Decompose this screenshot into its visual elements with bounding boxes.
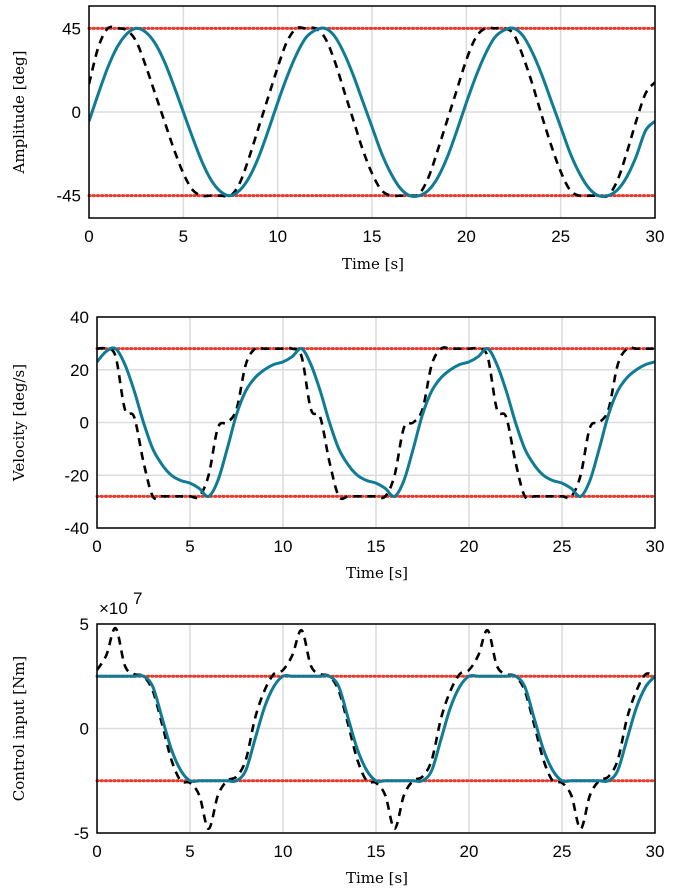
y-tick-label: 20: [70, 361, 89, 380]
series-line-solid: [89, 26, 655, 198]
x-axis-label: Time [s]: [346, 869, 408, 887]
y-tick-label: 45: [62, 19, 81, 38]
y-tick-label: 40: [70, 308, 89, 327]
x-tick-label: 20: [460, 842, 479, 861]
y-tick-label: -45: [56, 187, 81, 206]
y-tick-label: -20: [64, 466, 89, 485]
x-axis-label: Time [s]: [342, 255, 404, 273]
x-tick-label: 25: [551, 227, 570, 246]
series-group: [89, 25, 655, 199]
x-tick-label: 20: [460, 537, 479, 556]
y-axis-label: Amplitude [deg]: [10, 51, 28, 175]
series-group: [97, 626, 655, 831]
series-line-dashed: [89, 25, 655, 199]
y-tick-label: 0: [80, 414, 89, 433]
y-exponent-label: ×10: [99, 599, 128, 618]
x-tick-label: 30: [646, 537, 665, 556]
axes-frame: [88, 5, 656, 219]
y-axis-label: Control input [Nm]: [10, 656, 28, 802]
x-tick-label: 10: [268, 227, 287, 246]
series-line-dashed: [97, 626, 655, 831]
x-tick-label: 0: [92, 842, 101, 861]
x-tick-label: 0: [92, 537, 101, 556]
axes-frame: [96, 316, 656, 529]
x-tick-label: 15: [367, 842, 386, 861]
y-tick-label: 0: [72, 103, 81, 122]
x-tick-label: 5: [185, 842, 194, 861]
axes-frame: [96, 623, 656, 834]
series-line-solid: [97, 673, 655, 784]
x-tick-label: 5: [185, 537, 194, 556]
y-exponent-power: 7: [133, 589, 142, 608]
x-tick-label: 30: [646, 842, 665, 861]
x-tick-label: 10: [274, 842, 293, 861]
series-group: [97, 346, 655, 501]
x-tick-label: 15: [367, 537, 386, 556]
y-axis-label: Velocity [deg/s]: [10, 364, 28, 482]
y-tick-label: -40: [64, 519, 89, 538]
y-tick-label: 5: [80, 615, 89, 634]
y-tick-label: 0: [80, 720, 89, 739]
subplot-2: 0 5 10 15 20 25 30 -40 -20 0 20 40 Time [s] Velocity …: [10, 308, 664, 582]
y-tick-label: -5: [74, 824, 89, 843]
series-line-dashed: [97, 346, 655, 501]
x-tick-label: 20: [457, 227, 476, 246]
x-tick-label: 30: [646, 227, 665, 246]
x-tick-label: 0: [84, 227, 93, 246]
x-tick-label: 25: [553, 537, 572, 556]
x-tick-label: 25: [553, 842, 572, 861]
x-tick-label: 10: [274, 537, 293, 556]
series-line-solid: [97, 346, 655, 498]
x-tick-label: 15: [363, 227, 382, 246]
x-axis-label: Time [s]: [346, 564, 408, 582]
subplot-1: 0 5 10 15 20 25 30 -45 0 45 Time [s] Amplitude [deg…: [10, 5, 665, 273]
x-tick-label: 5: [179, 227, 188, 246]
